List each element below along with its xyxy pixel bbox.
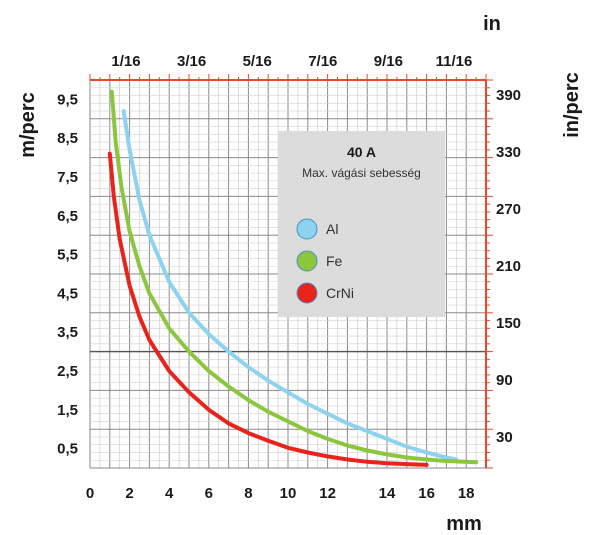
bottom-axis-title: mm <box>446 513 482 535</box>
top-tick-label: 9/16 <box>374 53 403 70</box>
series-lines <box>107 89 479 467</box>
legend-label-crni: CrNi <box>326 285 354 301</box>
legend-marker-fe <box>296 250 318 272</box>
legend-marker-al <box>296 218 318 240</box>
legend-subtitle: Max. vágási sebesség <box>302 166 421 180</box>
tick-labels: 0,5 1,5 2,5 3,5 4,5 5,5 6,5 7,5 8,5 9,5 0 2 4 6 8 10 12 1… <box>57 53 521 502</box>
bottom-tick-label: 14 <box>379 485 396 502</box>
left-axis-title: m/perc <box>17 92 39 158</box>
legend-label-al: Al <box>326 221 338 237</box>
right-tick-label: 270 <box>496 201 521 218</box>
top-axis-title: in <box>483 13 501 35</box>
left-tick-label: 7,5 <box>57 169 78 186</box>
series-line-crni <box>107 151 429 467</box>
left-tick-label: 1,5 <box>57 402 78 419</box>
top-tick-label: 5/16 <box>243 53 272 70</box>
left-tick-label: 9,5 <box>57 91 78 108</box>
top-tick-label: 7/16 <box>308 53 337 70</box>
right-tick-label: 30 <box>496 429 513 446</box>
left-tick-label: 3,5 <box>57 324 78 341</box>
series-line-al <box>121 109 459 462</box>
top-tick-label: 1/16 <box>111 53 140 70</box>
chart-frame <box>89 74 493 469</box>
legend-title: 40 A <box>347 144 376 160</box>
legend-label-fe: Fe <box>326 253 343 269</box>
right-tick-label: 390 <box>496 87 521 104</box>
bottom-tick-label: 4 <box>165 485 174 502</box>
left-tick-label: 0,5 <box>57 441 78 458</box>
legend: 40 A Max. vágási sebesség Al Fe CrNi <box>278 131 445 317</box>
right-axis-title: in/perc <box>561 72 583 138</box>
bottom-tick-label: 12 <box>319 485 336 502</box>
left-tick-label: 2,5 <box>57 363 78 380</box>
left-tick-label: 4,5 <box>57 285 78 302</box>
top-tick-label: 11/16 <box>436 53 473 70</box>
left-tick-label: 8,5 <box>57 130 78 147</box>
bottom-tick-label: 18 <box>458 485 475 502</box>
left-tick-label: 6,5 <box>57 208 78 225</box>
legend-marker-crni <box>296 282 318 304</box>
bottom-tick-label: 16 <box>418 485 435 502</box>
top-tick-label: 3/16 <box>177 53 206 70</box>
bottom-tick-label: 2 <box>125 485 133 502</box>
bottom-tick-label: 6 <box>205 485 213 502</box>
right-tick-label: 210 <box>496 258 521 275</box>
bottom-tick-label: 0 <box>86 485 94 502</box>
bottom-tick-label: 8 <box>244 485 252 502</box>
right-tick-label: 150 <box>496 315 521 332</box>
right-tick-label: 90 <box>496 372 513 389</box>
bottom-tick-label: 10 <box>280 485 297 502</box>
series-line-fe <box>109 89 479 465</box>
right-tick-label: 330 <box>496 144 521 161</box>
left-tick-label: 5,5 <box>57 247 78 264</box>
